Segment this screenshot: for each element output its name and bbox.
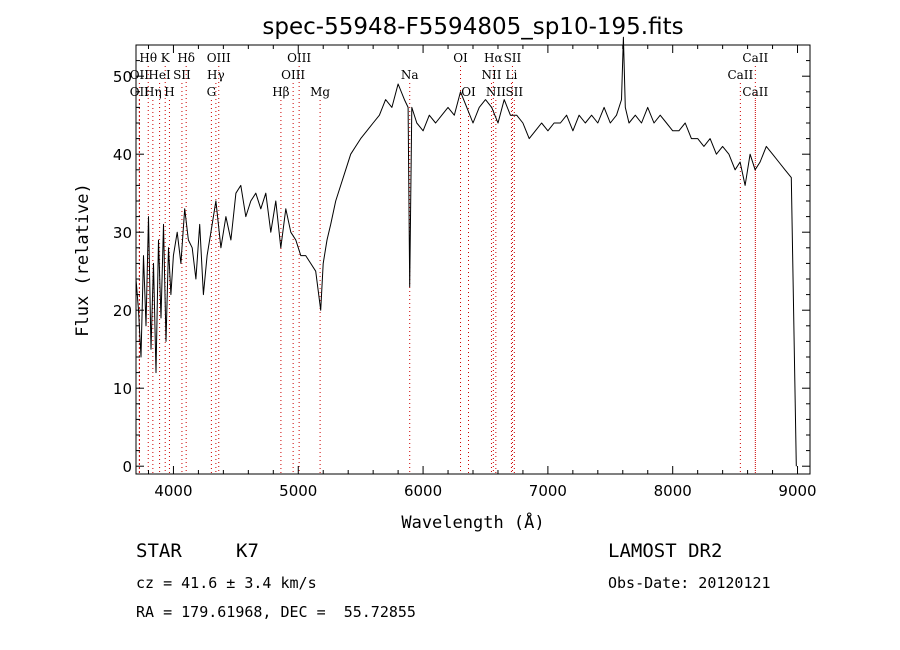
line-label-3: OIII: [207, 51, 231, 65]
line-label-1: K: [161, 51, 171, 65]
spectrum-line-0: [135, 36, 797, 467]
y-tick-label-0: 0: [122, 458, 132, 476]
chart-title: spec-55948-F5594805_sp10-195.fits: [262, 14, 683, 40]
star-class: STAR: [136, 540, 182, 562]
line-label-7: SII: [504, 51, 522, 65]
y-tick-label-5: 50: [113, 68, 132, 86]
line-label-20: H: [164, 85, 174, 99]
line-label-25: NII: [486, 85, 506, 99]
y-tick-label-2: 20: [113, 302, 132, 320]
line-label-11: SII: [173, 68, 191, 82]
plot-frame: [135, 44, 811, 475]
line-label-27: CaII: [742, 85, 768, 99]
x-tick-label-2: 6000: [404, 482, 442, 500]
line-label-23: Mg: [310, 85, 330, 99]
ra-dec-readout: RA = 179.61968, DEC = 55.72855: [136, 603, 416, 621]
line-label-21: G: [207, 85, 217, 99]
line-label-9: OII: [130, 68, 150, 82]
y-tick-label-4: 40: [113, 146, 132, 164]
line-label-17: CaII: [727, 68, 753, 82]
line-label-13: OIII: [281, 68, 305, 82]
line-label-26: SII: [505, 85, 523, 99]
line-label-0: Hθ: [139, 51, 157, 65]
line-label-14: Na: [401, 68, 419, 82]
axis-ticks: 4000 5000 6000 7000 8000 9000 0 10 20 30 40 50: [113, 45, 817, 500]
redshift-readout: cz = 41.6 ± 3.4 km/s: [136, 574, 317, 592]
line-label-8: CaII: [742, 51, 768, 65]
line-label-2: Hδ: [177, 51, 195, 65]
x-tick-label-0: 4000: [154, 482, 192, 500]
line-label-19: Hη: [144, 85, 162, 99]
line-label-12: Hγ: [207, 68, 225, 82]
spectrum-series: [135, 36, 797, 467]
line-label-10: HeI: [148, 68, 171, 82]
line-label-4: OIII: [287, 51, 311, 65]
x-tick-label-1: 5000: [279, 482, 317, 500]
line-label-5: OI: [453, 51, 468, 65]
obs-date: Obs-Date: 20120121: [608, 574, 771, 592]
y-tick-label-1: 10: [113, 380, 132, 398]
y-tick-label-3: 30: [113, 224, 132, 242]
x-tick-label-3: 7000: [529, 482, 567, 500]
x-axis-label: Wavelength (Å): [401, 511, 544, 533]
star-subclass: K7: [236, 540, 259, 562]
survey-name: LAMOST DR2: [608, 540, 723, 562]
x-tick-label-4: 8000: [654, 482, 692, 500]
line-label-24: OI: [461, 85, 476, 99]
x-tick-label-5: 9000: [778, 482, 816, 500]
line-label-15: NII: [481, 68, 501, 82]
line-label-22: Hβ: [272, 85, 289, 99]
line-label-6: Hα: [484, 51, 503, 65]
line-label-16: Li: [506, 68, 518, 82]
y-axis-label: Flux (relative): [73, 183, 93, 337]
